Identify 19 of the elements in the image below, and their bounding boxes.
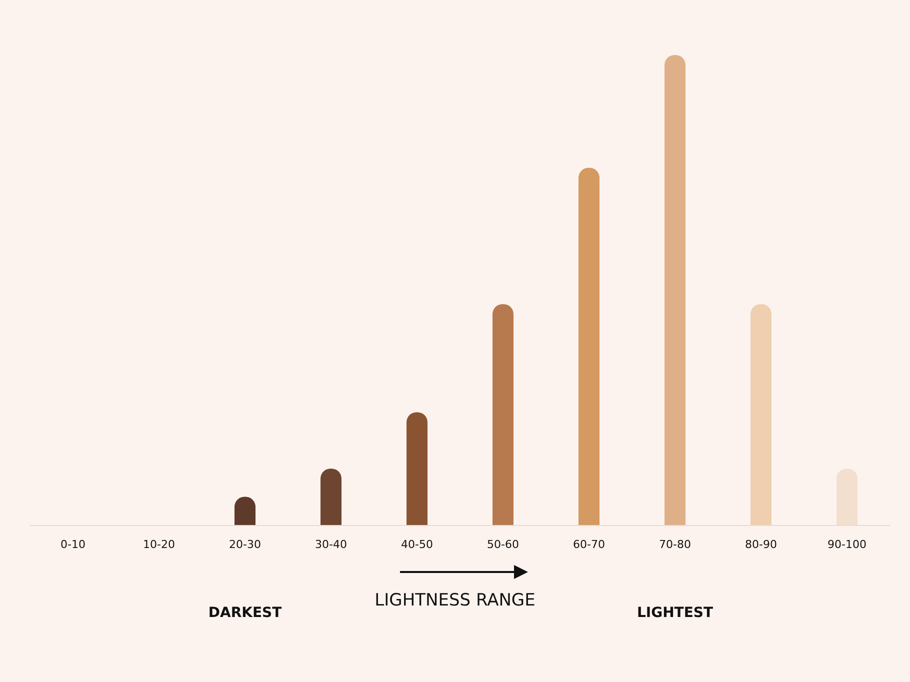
x-tick-label: 40-50 [401,538,433,551]
bar [406,412,428,525]
x-tick-label: 80-90 [745,538,777,551]
bar [664,55,686,525]
text: DARKEST [208,605,282,621]
x-axis-title: LIGHTNESS RANGE [374,590,536,610]
x-tick-label: 20-30 [229,538,261,551]
x-tick-label: 50-60 [487,538,519,551]
x-tick-label: 0-10 [60,538,86,551]
bar [492,304,514,525]
x-tick-label: 30-40 [315,538,347,551]
bar [578,168,600,525]
x-tick-label: 90-100 [828,538,866,551]
x-tick-label: 10-20 [143,538,175,551]
bar [750,304,772,525]
x-tick-label: 70-80 [659,538,691,551]
x-tick-label: 60-70 [573,538,605,551]
bar [320,468,342,525]
text: LIGHTEST [636,605,714,621]
